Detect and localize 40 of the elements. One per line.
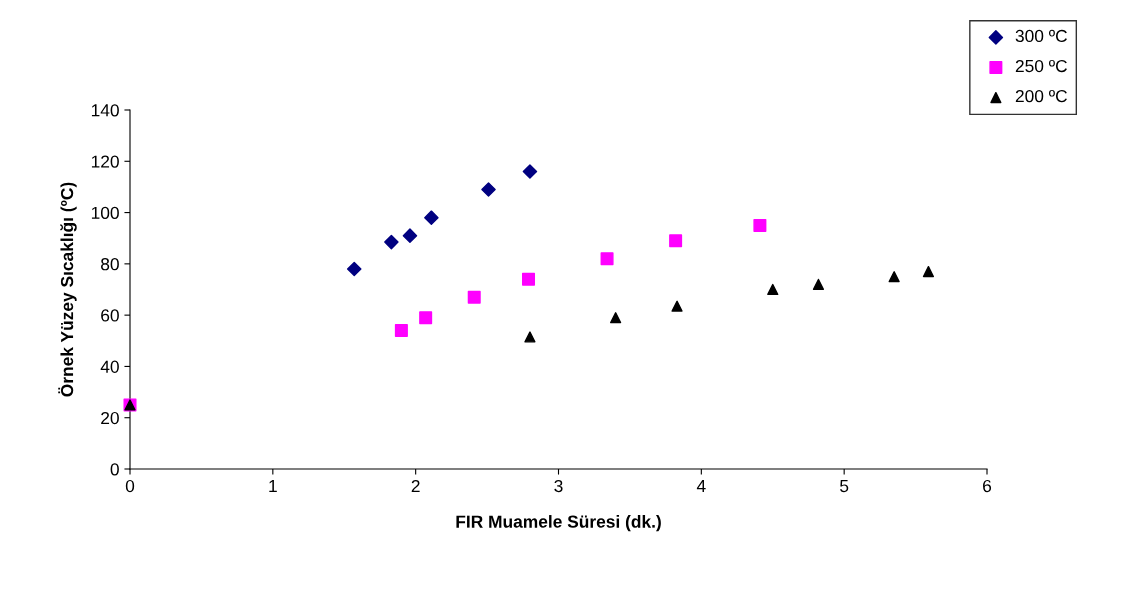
point [524,331,536,343]
point [402,228,418,243]
y-tick-label: 40 [100,360,119,373]
point [812,278,825,290]
y-tick-label: 60 [101,309,119,322]
x-tick-label: 5 [840,480,849,493]
legend-label: 200 ºC [1015,89,1067,103]
legend-label: 250 ºC [1015,59,1067,73]
point [394,324,408,338]
y-tick-label: 20 [101,411,119,425]
point [922,265,935,278]
legend-label: 300 ºC [1015,29,1067,43]
point [467,290,481,304]
y-tick-label: 0 [110,463,119,476]
point [522,164,538,179]
point [424,210,439,225]
point [600,252,614,266]
x-tick-label: 6 [983,479,992,493]
point [522,272,536,286]
point [669,234,683,248]
point [481,182,496,197]
y-tick-label: 140 [91,104,119,117]
x-tick-label: 1 [269,480,277,492]
x-tick-label: 2 [411,479,420,492]
point [419,311,433,325]
x-tick-label: 3 [554,479,563,493]
x-tick-label: 4 [696,480,706,492]
y-tick-label: 100 [91,206,119,220]
point [671,300,683,312]
point [346,261,362,277]
point [767,283,779,296]
y-tick-label: 120 [91,155,119,168]
y-tick-label: 80 [101,258,119,271]
x-tick-label: 0 [125,479,135,493]
x-axis-title: FIR Muamele Süresi (dk.) [456,515,661,532]
point [610,312,622,324]
point [384,234,399,250]
point [888,271,900,283]
y-axis-title: Örnek Yüzey Sıcaklığı (ºC) [58,182,77,397]
point [753,218,767,232]
